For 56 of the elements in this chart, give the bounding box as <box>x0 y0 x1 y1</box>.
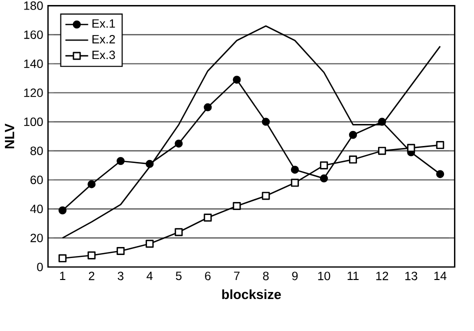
point <box>174 228 183 236</box>
x-tick-label: 6 <box>205 272 211 280</box>
point <box>58 254 67 262</box>
point <box>378 146 386 155</box>
x-tick-label: 11 <box>348 272 359 280</box>
point <box>320 174 328 182</box>
legend-label: Ex.3 <box>92 50 115 60</box>
x-tick-label: 10 <box>318 272 330 280</box>
point <box>116 247 125 256</box>
legend-label: Ex.2 <box>92 34 115 44</box>
point <box>262 118 270 126</box>
point <box>378 118 386 126</box>
point <box>58 206 67 214</box>
y-tick-label: 180 <box>24 1 43 10</box>
point <box>232 202 241 210</box>
y-tick-label: 20 <box>30 234 43 242</box>
point <box>88 251 96 260</box>
point <box>174 140 183 148</box>
point <box>262 192 270 200</box>
point <box>204 103 212 112</box>
x-tick-label: 1 <box>60 272 66 280</box>
point <box>232 76 241 84</box>
x-tick-label: 13 <box>405 272 418 280</box>
x-tick-label: 14 <box>434 272 446 280</box>
x-tick-label: 4 <box>146 272 153 280</box>
point <box>146 160 154 168</box>
point <box>88 180 96 188</box>
point <box>436 141 444 150</box>
x-tick-label: 7 <box>234 272 240 280</box>
point <box>436 170 444 178</box>
point <box>290 166 299 174</box>
legend-label: Ex.1 <box>92 19 115 28</box>
x-tick-label: 12 <box>376 272 388 280</box>
point <box>204 214 212 222</box>
x-tick-label: 2 <box>88 272 94 280</box>
y-axis-title: NLV <box>4 124 14 148</box>
point <box>116 157 125 166</box>
x-tick-label: 9 <box>292 272 298 280</box>
point <box>146 240 154 248</box>
y-tick-label: 100 <box>24 118 43 126</box>
point <box>349 130 358 139</box>
point <box>290 178 299 187</box>
y-tick-label: 160 <box>24 30 43 39</box>
point <box>320 161 328 170</box>
x-axis-title: blocksize <box>222 289 281 300</box>
x-tick-label: 3 <box>118 272 124 280</box>
x-tick-label: 8 <box>263 272 269 280</box>
y-tick-label: 0 <box>37 262 43 272</box>
y-tick-label: 60 <box>30 176 43 184</box>
x-tick-label: 5 <box>176 272 182 280</box>
y-tick-label: 80 <box>30 146 43 156</box>
y-tick-label: 120 <box>24 88 43 98</box>
y-tick-label: 40 <box>30 204 43 214</box>
point <box>349 156 358 164</box>
y-tick-label: 140 <box>24 59 43 68</box>
point <box>407 144 416 152</box>
